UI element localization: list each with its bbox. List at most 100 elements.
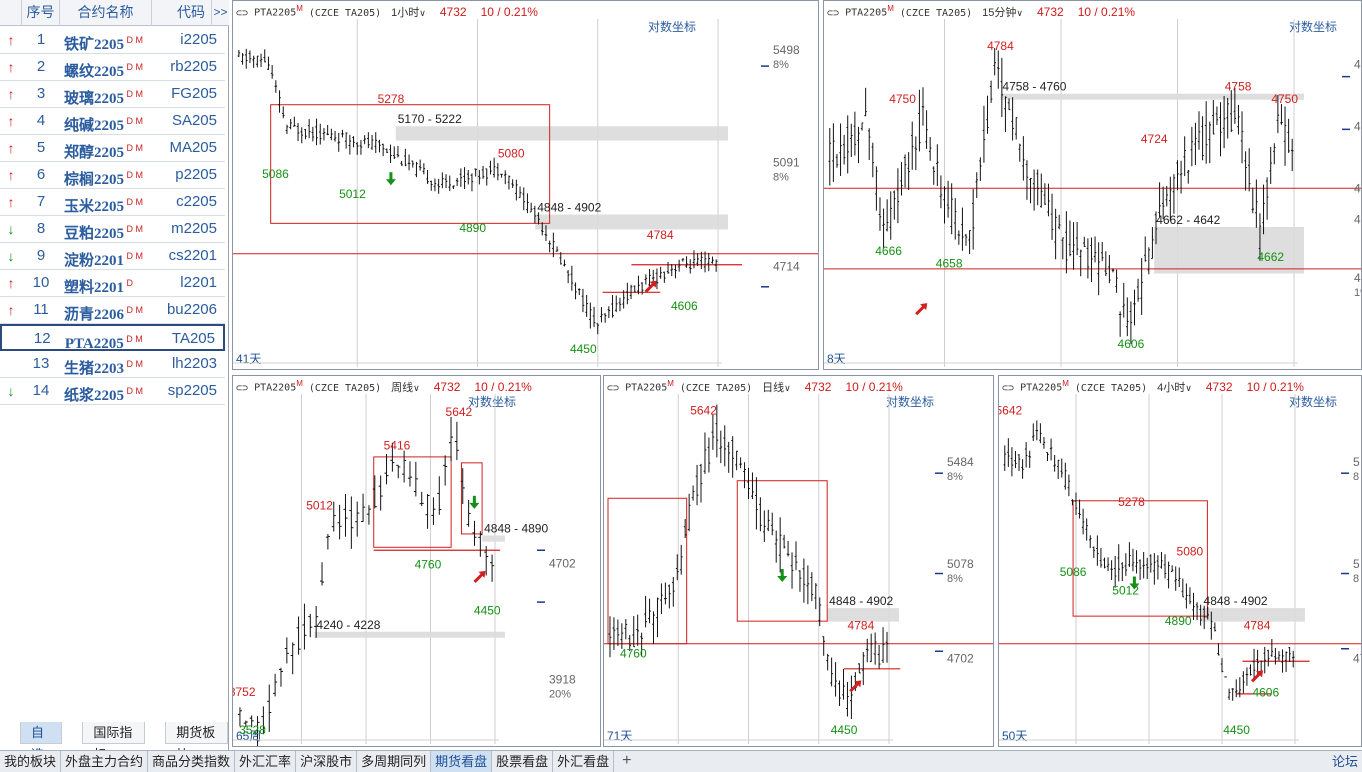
candle	[348, 134, 352, 155]
candle	[1068, 220, 1072, 257]
header-more-button[interactable]: >>	[213, 5, 228, 19]
axis-label: 5	[1353, 455, 1360, 469]
bottom-tab[interactable]: 外盘主力合约	[61, 751, 149, 772]
log-scale-toggle[interactable]: 对数坐标	[886, 395, 935, 409]
link-icon[interactable]: ⊂⊃	[236, 382, 249, 394]
candle	[431, 497, 436, 525]
period-selector[interactable]: 周线∨	[391, 382, 420, 394]
contract-tag: D M	[124, 251, 144, 261]
candle	[433, 178, 437, 192]
contract-row[interactable]: ↓ 14 纸浆2205 D M sp2205	[0, 378, 225, 405]
contract-row[interactable]: ↑ 5 郑醇2205 D M MA205	[0, 135, 225, 162]
contract-row[interactable]: ↓ 8 豆粕2205 D M m2205	[0, 216, 225, 243]
link-icon[interactable]: ⊂⊃	[827, 7, 840, 19]
log-scale-toggle[interactable]: 对数坐标	[648, 20, 697, 34]
panel-header: ⊂⊃ PTA2205M (CZCE TA205) 日线∨ 4732 10 / 0.21%	[604, 376, 993, 394]
candle	[1170, 565, 1174, 572]
chart-panel-daily[interactable]: ⊂⊃ PTA2205M (CZCE TA205) 日线∨ 4732 10 / 0.21%…	[603, 375, 994, 747]
candle	[293, 116, 296, 127]
link-icon[interactable]: ⊂⊃	[607, 382, 620, 394]
period-selector[interactable]: 15分钟∨	[982, 7, 1023, 19]
panel-header: ⊂⊃ PTA2205M (CZCE TA205) 1小时∨ 4732 10 / 0.21…	[233, 1, 818, 19]
contract-row[interactable]: ↑ 7 玉米2205 D M c2205	[0, 189, 225, 216]
bottom-tab[interactable]: 期货看盘	[431, 751, 493, 772]
candle	[1124, 553, 1128, 576]
candle	[1163, 554, 1167, 579]
candle	[932, 166, 936, 185]
header-no[interactable]: 序号	[22, 0, 60, 26]
contract-row[interactable]: ↑ 1 铁矿2205 D M i2205	[0, 27, 225, 54]
axis-percent: 8%	[773, 171, 789, 183]
chart-panel-weekly[interactable]: ⊂⊃ PTA2205M (CZCE TA205) 周线∨ 4732 10 / 0.21%…	[232, 375, 601, 747]
contract-row[interactable]: 12 PTA2205 D M TA205	[0, 324, 225, 352]
candle	[1183, 136, 1186, 177]
candlestick-chart[interactable]: 5170 - 5222 4848 - 4902 5278 5080 4784 5086 50…	[233, 1, 819, 370]
low-label: 4450	[831, 723, 858, 737]
candle	[961, 207, 964, 251]
exchange-label: (CZCE TA205)	[308, 382, 382, 394]
candle	[656, 597, 659, 638]
candlestick-chart[interactable]: 4848 - 4902 5642 4784 4760 4450 5484 8% 5078 8% 4…	[604, 376, 994, 747]
contract-row[interactable]: ↑ 11 沥青2206 D M bu2206	[0, 297, 225, 324]
chart-panel-15m[interactable]: ⊂⊃ PTA2205M (CZCE TA205) 15分钟∨ 4732 10 / 0.2…	[823, 0, 1362, 370]
candle	[407, 461, 413, 487]
forum-link[interactable]: 论坛	[1331, 754, 1358, 769]
candle	[359, 140, 363, 155]
panel-header: ⊂⊃ PTA2205M (CZCE TA205) 15分钟∨ 4732 10 / 0.2…	[824, 1, 1361, 19]
left-tab[interactable]: 自选	[20, 722, 63, 762]
add-tab-button[interactable]: +	[622, 752, 632, 769]
header-name[interactable]: 合约名称	[60, 0, 152, 26]
log-scale-toggle[interactable]: 对数坐标	[1289, 395, 1338, 409]
candle	[1071, 499, 1074, 506]
period-selector[interactable]: 日线∨	[762, 382, 791, 394]
bottom-tab[interactable]: 股票看盘	[492, 751, 554, 772]
zone-label: 4240 - 4228	[316, 618, 380, 632]
contract-row[interactable]: 13 生猪2203 D M lh2203	[0, 351, 225, 378]
candle	[1097, 242, 1100, 296]
buy-arrow-icon	[644, 280, 657, 293]
contract-row[interactable]: ↑ 6 棕榈2205 D M p2205	[0, 162, 225, 189]
bottom-tab[interactable]: 外汇汇率	[235, 751, 297, 772]
candlestick-chart[interactable]: 4848 - 490256425278508047845086501248904…	[999, 376, 1362, 747]
contract-row[interactable]: ↑ 4 纯碱2205 D M SA205	[0, 108, 225, 135]
left-tab[interactable]: 期货板块	[165, 722, 228, 762]
candle	[1181, 578, 1185, 598]
candle	[695, 464, 699, 506]
period-selector[interactable]: 4小时∨	[1157, 382, 1192, 394]
chart-panel-4h[interactable]: ⊂⊃ PTA2205M (CZCE TA205) 4小时∨ 4732 10 / 0.21…	[998, 375, 1362, 747]
candle	[507, 175, 511, 190]
candle	[683, 518, 687, 539]
chart-panel-1h[interactable]: ⊂⊃ PTA2205M (CZCE TA205) 1小时∨ 4732 10 / 0.21…	[232, 0, 819, 370]
link-icon[interactable]: ⊂⊃	[236, 7, 249, 19]
contract-row[interactable]: ↓ 9 淀粉2201 D M cs2201	[0, 243, 225, 270]
candle	[459, 168, 463, 187]
link-icon[interactable]: ⊂⊃	[1002, 382, 1015, 394]
left-tab[interactable]: 国际指标	[82, 722, 146, 762]
candlestick-chart[interactable]: 4848 - 4890 4240 - 4228 5642 5416 5012 3752 47…	[233, 376, 601, 747]
axis-label: 46	[1354, 271, 1362, 285]
candle	[867, 128, 871, 161]
candlestick-chart[interactable]: 4758 - 4760 4662 - 4642 4784 4750 4724 4758 47…	[824, 1, 1362, 370]
candle	[834, 662, 837, 697]
bottom-tab[interactable]: 多周期同列	[357, 751, 432, 772]
candle	[1284, 651, 1288, 672]
bottom-tab[interactable]: 外汇看盘	[553, 751, 615, 772]
candle	[355, 142, 359, 155]
candle	[1195, 602, 1199, 621]
candle	[314, 606, 319, 638]
bottom-tab[interactable]: 沪深股市	[296, 751, 358, 772]
candle	[1131, 548, 1135, 572]
candle	[1247, 148, 1251, 192]
bottom-tab[interactable]: 我的板块	[0, 751, 62, 772]
candle	[1017, 454, 1021, 471]
log-scale-toggle[interactable]: 对数坐标	[1289, 20, 1338, 34]
period-selector[interactable]: 1小时∨	[391, 7, 426, 19]
contract-row[interactable]: ↑ 3 玻璃2205 D M FG205	[0, 81, 225, 108]
bottom-tab[interactable]: 商品分类指数	[148, 751, 236, 772]
contract-row[interactable]: ↑ 2 螺纹2205 D M rb2205	[0, 54, 225, 81]
candle	[1267, 649, 1270, 667]
candle	[1050, 193, 1054, 240]
log-scale-toggle[interactable]: 对数坐标	[468, 395, 517, 409]
header-code[interactable]: 代码	[152, 0, 212, 26]
